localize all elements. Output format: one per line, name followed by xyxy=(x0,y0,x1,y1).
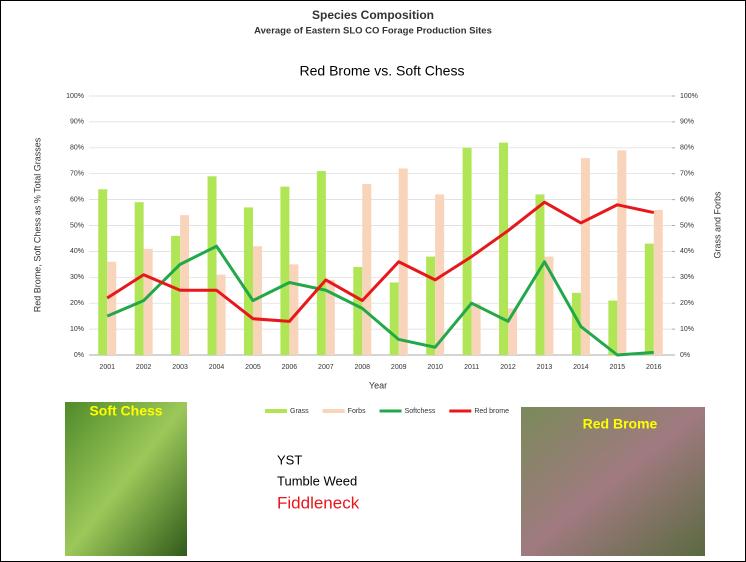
x-tick-label: 2015 xyxy=(610,364,626,371)
x-tick-label: 2010 xyxy=(427,364,443,371)
x-tick-label: 2011 xyxy=(464,364,479,371)
y2-tick-label: 10% xyxy=(680,326,694,333)
bar xyxy=(216,274,226,355)
bar xyxy=(171,235,181,355)
y2-tick-label: 80% xyxy=(680,145,694,152)
y2-axis-title: Grass and Forbs xyxy=(712,191,722,259)
y-tick-label: 100% xyxy=(66,93,84,100)
note: YST xyxy=(277,452,302,467)
bar xyxy=(325,279,335,355)
y-tick-label: 0% xyxy=(74,352,84,359)
bar xyxy=(353,266,363,355)
bar xyxy=(462,147,472,355)
y-tick-label: 60% xyxy=(70,196,84,203)
x-tick-label: 2014 xyxy=(573,364,589,371)
bar xyxy=(653,209,663,355)
x-tick-label: 2005 xyxy=(245,364,261,371)
red-brome-photo xyxy=(521,407,705,556)
bar xyxy=(499,142,509,355)
bar xyxy=(608,300,618,355)
bar xyxy=(508,308,518,355)
legend-label: Red brome xyxy=(474,408,509,415)
y-tick-label: 40% xyxy=(70,248,84,255)
photo-label: Red Brome xyxy=(583,416,658,432)
bar xyxy=(471,303,481,355)
legend-swatch xyxy=(265,409,287,413)
x-tick-label: 2003 xyxy=(172,364,188,371)
bar xyxy=(426,256,436,355)
subtitle: Average of Eastern SLO CO Forage Product… xyxy=(254,26,492,37)
y-tick-label: 70% xyxy=(70,171,84,178)
x-tick-label: 2006 xyxy=(282,364,298,371)
line-series xyxy=(106,244,654,357)
y-tick-label: 20% xyxy=(70,300,84,307)
x-tick-label: 2002 xyxy=(136,364,152,371)
bar xyxy=(143,248,153,355)
bar xyxy=(644,243,654,355)
bar xyxy=(243,207,253,355)
x-tick-label: 2013 xyxy=(537,364,553,371)
bar xyxy=(389,282,399,355)
x-tick-label: 2009 xyxy=(391,364,407,371)
bar xyxy=(544,256,554,355)
y-tick-label: 30% xyxy=(70,274,84,281)
note: Fiddleneck xyxy=(277,493,360,512)
bar xyxy=(280,186,290,355)
bar xyxy=(316,171,326,355)
photo-label: Soft Chess xyxy=(89,403,162,419)
bar xyxy=(362,184,372,355)
y2-tick-label: 100% xyxy=(680,93,698,100)
legend-label: Softchess xyxy=(405,408,436,415)
bar xyxy=(580,158,590,355)
line-series xyxy=(106,200,655,323)
bar xyxy=(435,194,445,355)
bar xyxy=(289,264,299,355)
bar xyxy=(617,150,627,355)
note: Tumble Weed xyxy=(277,473,357,488)
bar xyxy=(398,168,408,355)
x-tick-label: 2007 xyxy=(318,364,334,371)
x-tick-label: 2008 xyxy=(354,364,370,371)
bar xyxy=(98,189,108,355)
y2-tick-label: 90% xyxy=(680,119,694,126)
bar xyxy=(107,261,117,355)
x-tick-label: 2016 xyxy=(646,364,662,371)
y2-tick-label: 0% xyxy=(680,352,690,359)
bar xyxy=(535,194,545,355)
y2-tick-label: 60% xyxy=(680,196,694,203)
bar xyxy=(180,215,190,355)
y2-tick-label: 30% xyxy=(680,274,694,281)
y-axis-title: Red Brome, Soft Chess as % Total Grasses xyxy=(32,137,42,312)
y2-tick-label: 50% xyxy=(680,222,694,229)
legend-swatch xyxy=(322,409,345,413)
legend-label: Grass xyxy=(290,408,309,415)
chart-title: Red Brome vs. Soft Chess xyxy=(300,63,465,79)
bar xyxy=(571,292,581,355)
bar xyxy=(207,176,217,355)
y-tick-label: 50% xyxy=(70,222,84,229)
x-tick-label: 2001 xyxy=(99,364,115,371)
y-tick-label: 10% xyxy=(70,326,84,333)
x-tick-label: 2012 xyxy=(500,364,516,371)
bar xyxy=(252,246,262,355)
title: Species Composition xyxy=(312,8,434,22)
y-tick-label: 80% xyxy=(70,145,84,152)
x-tick-label: 2004 xyxy=(209,364,225,371)
y2-tick-label: 20% xyxy=(680,300,694,307)
y2-tick-label: 70% xyxy=(680,171,694,178)
x-axis-title: Year xyxy=(369,380,387,390)
y2-tick-label: 40% xyxy=(680,248,694,255)
y-tick-label: 90% xyxy=(70,119,84,126)
soft-chess-photo xyxy=(65,402,187,556)
legend-label: Forbs xyxy=(348,408,366,415)
